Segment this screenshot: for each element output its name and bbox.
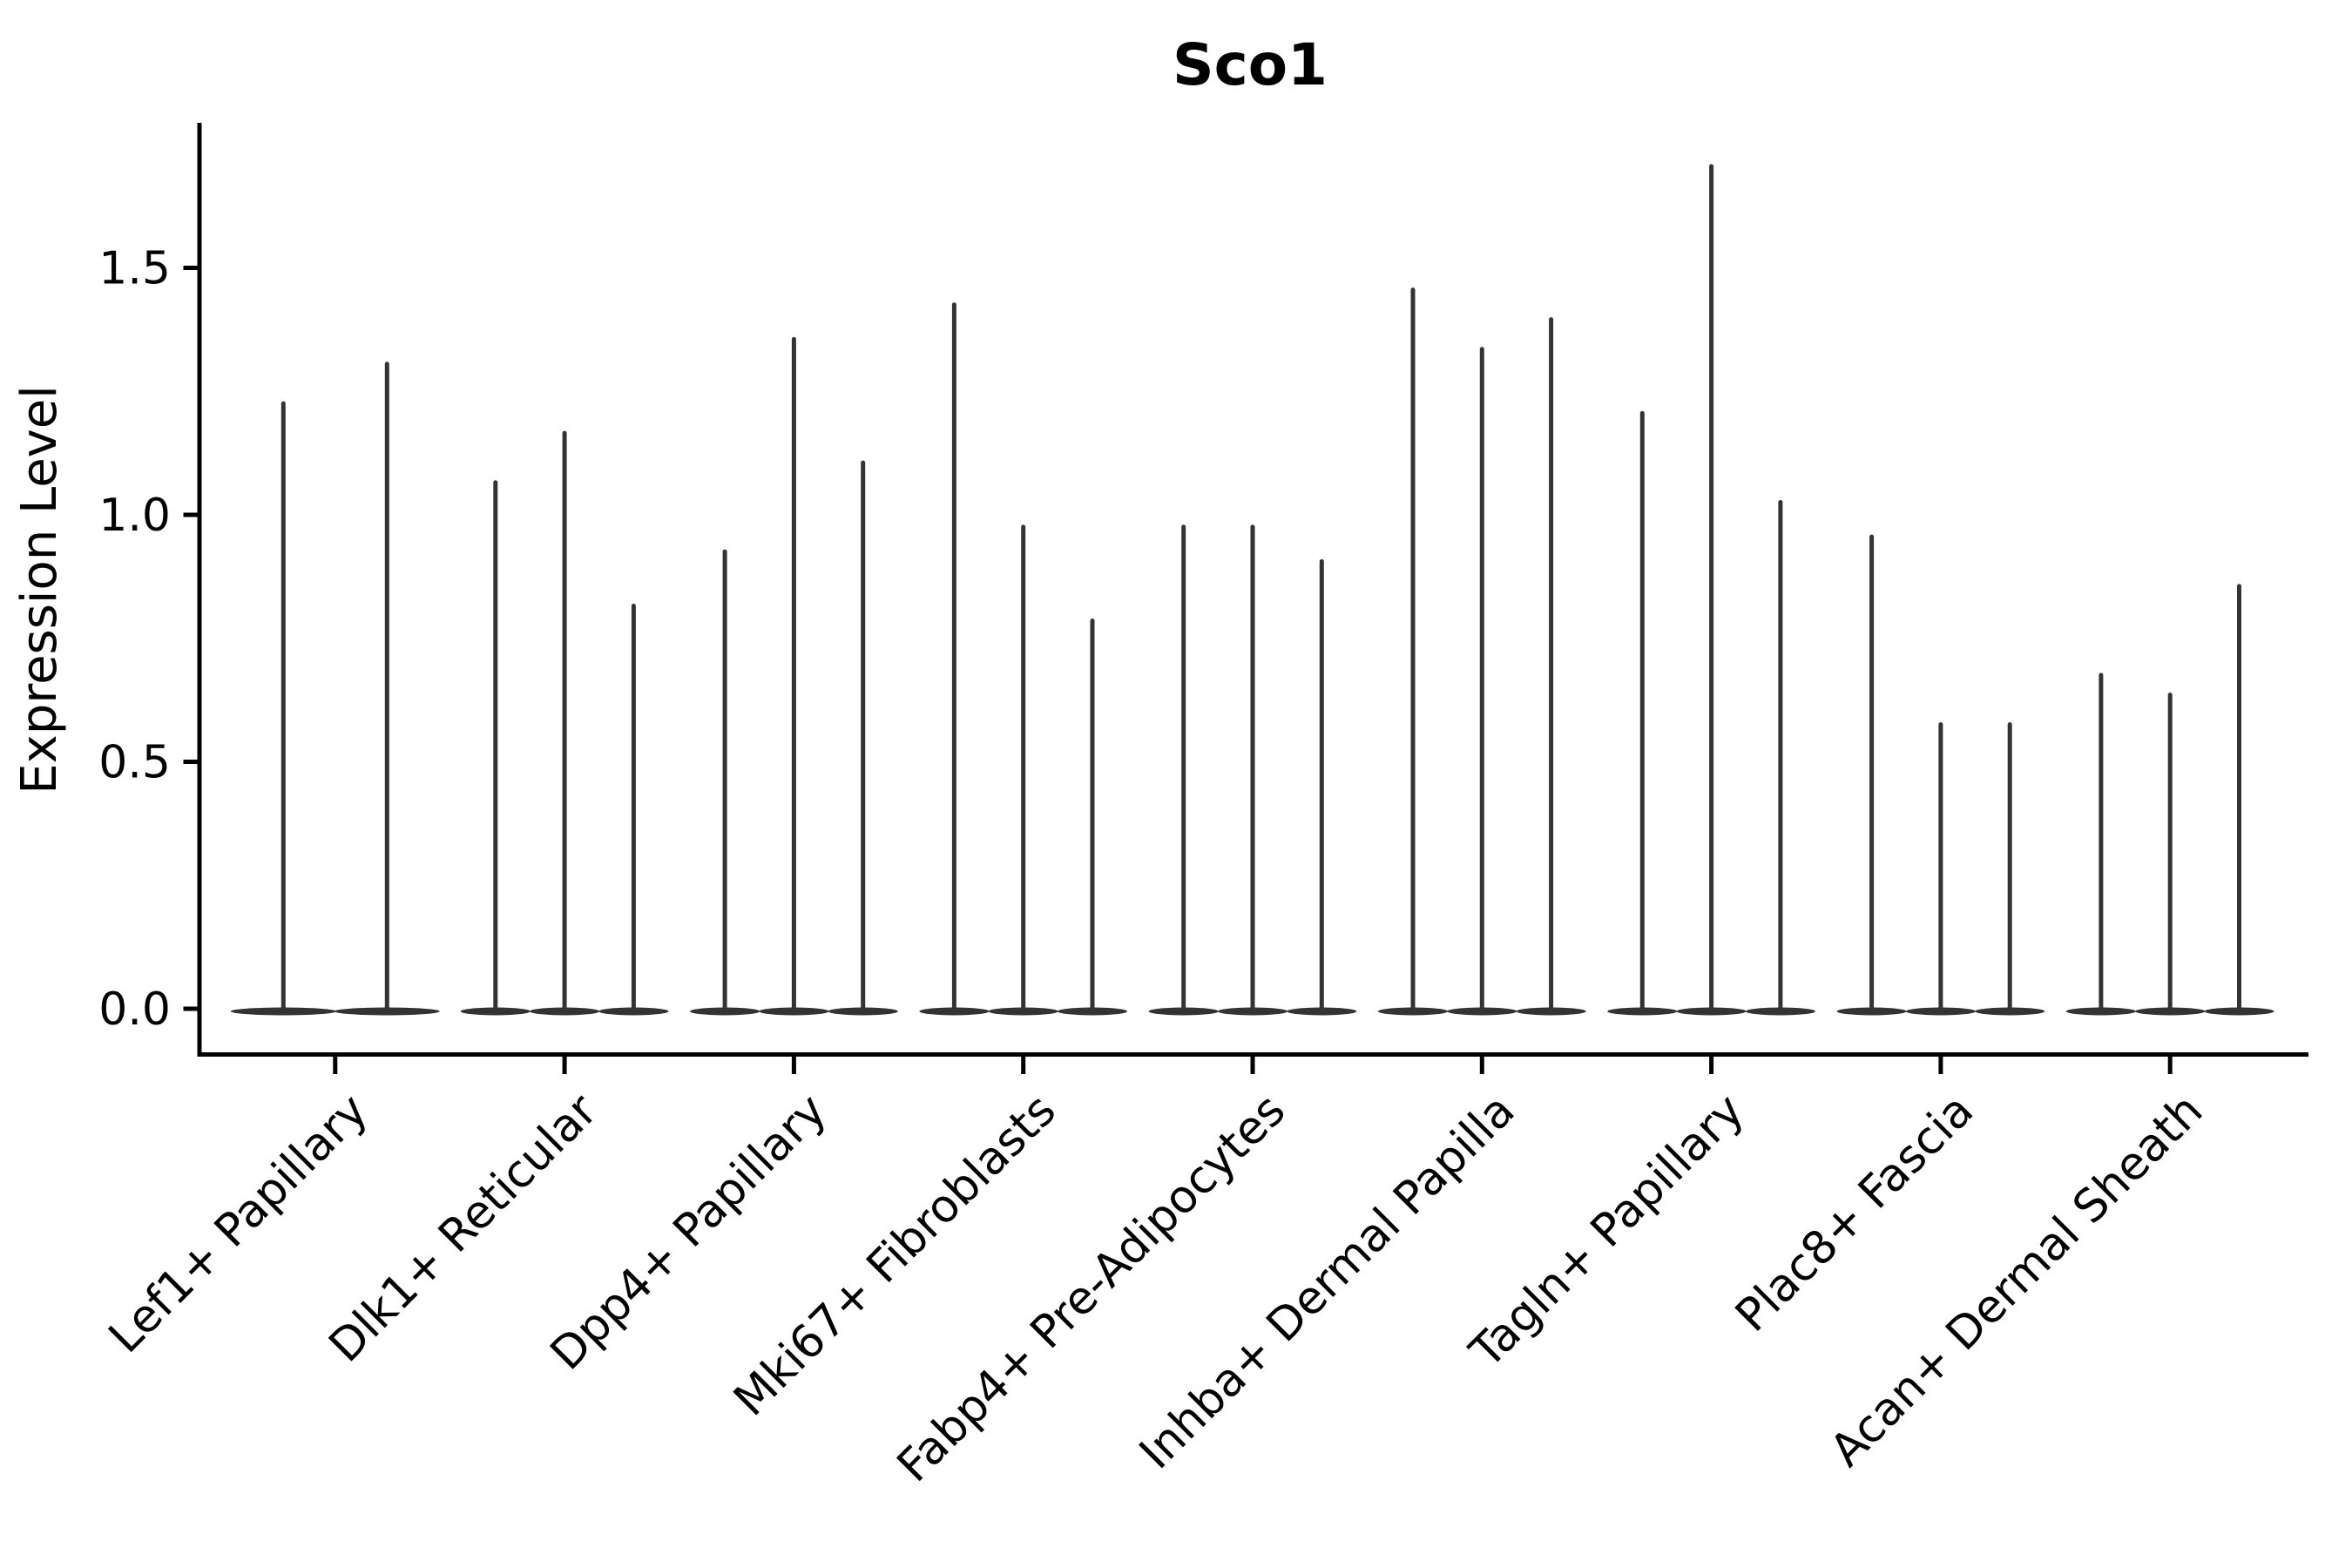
violin-base [460, 1007, 531, 1016]
violin-spike [1090, 618, 1095, 1013]
x-tick-mark [562, 1057, 567, 1074]
y-tick-mark [183, 266, 198, 270]
x-tick-mark [1479, 1057, 1484, 1074]
violin-base [690, 1007, 760, 1016]
axes-spines [197, 123, 2308, 1057]
violin-base [1607, 1007, 1678, 1016]
x-tick-mark [791, 1057, 796, 1074]
y-tick-label: 0.5 [98, 737, 171, 789]
violin-base [2065, 1007, 2136, 1016]
y-axis-spine [197, 123, 202, 1057]
violin-base [988, 1007, 1058, 1016]
violin-base [1676, 1007, 1747, 1016]
violin-base [1378, 1007, 1448, 1016]
violin-spike [791, 336, 796, 1013]
x-tick-label: Fabp4+ Pre-Adipocytes [888, 1085, 1295, 1492]
y-tick-mark [183, 1006, 198, 1011]
violin-spike [2099, 672, 2104, 1013]
x-tick-mark [1938, 1057, 1943, 1074]
x-tick-label: Plac8+ Fascia [1726, 1085, 1984, 1342]
violin-spike [384, 362, 389, 1014]
violin-base [230, 1007, 336, 1016]
violin-base [919, 1007, 990, 1016]
violin-base [1447, 1007, 1517, 1016]
x-tick-mark [1709, 1057, 1714, 1074]
violin-base [1516, 1007, 1586, 1016]
x-axis-spine [197, 1052, 2308, 1057]
violin-base [1058, 1007, 1127, 1016]
plot-title: Sco1 [1173, 31, 1328, 98]
violin-base [2204, 1007, 2274, 1016]
violin-spike [562, 430, 567, 1013]
y-tick-label: 1.5 [98, 243, 171, 295]
y-axis-ticks: 0.0 0.5 1.0 1.5 [98, 243, 198, 1036]
violin-base [1836, 1007, 1907, 1016]
violin-spike [1319, 559, 1324, 1013]
y-axis-label: Expression Level [11, 385, 68, 794]
violin-spike [1410, 287, 1416, 1013]
violin-base [1745, 1007, 1815, 1016]
violin-spike [493, 480, 498, 1013]
y-tick-label: 1.0 [98, 490, 171, 542]
violin-base [1148, 1007, 1219, 1016]
x-tick-mark [2167, 1057, 2173, 1074]
y-tick-label: 0.0 [98, 983, 171, 1036]
violin-spike [1549, 317, 1554, 1013]
violin-base [1218, 1007, 1288, 1016]
y-tick-mark [183, 512, 198, 517]
violins-layer [230, 164, 2274, 1016]
violin-base [1287, 1007, 1357, 1016]
violin-spike [2237, 584, 2241, 1013]
violin-spike [722, 549, 727, 1013]
x-tick-mark [1021, 1057, 1026, 1074]
violin-spike [1869, 534, 1875, 1013]
y-tick-mark [183, 760, 198, 764]
violin-base [2135, 1007, 2206, 1016]
x-tick-label: Acan+ Dermal Sheath [1821, 1085, 2213, 1477]
violin-base [1975, 1007, 2045, 1016]
x-tick-mark [333, 1057, 338, 1074]
violin-spike [280, 401, 286, 1014]
violin-spike [1938, 722, 1943, 1013]
violin-base [1905, 1007, 1976, 1016]
violin-spike [1639, 410, 1645, 1013]
violin-base [759, 1007, 829, 1016]
x-tick-label: Inhba+ Dermal Papilla [1130, 1085, 1524, 1479]
violin-base [530, 1007, 600, 1016]
violin-spike [1181, 524, 1186, 1013]
violin-spike [1250, 524, 1255, 1013]
violin-base [598, 1007, 669, 1016]
x-tick-mark [1250, 1057, 1255, 1074]
violin-spike [1778, 499, 1783, 1013]
violin-spike [951, 302, 956, 1013]
violin-spike [2007, 722, 2012, 1013]
violin-base [828, 1007, 898, 1016]
violin-spike [861, 460, 866, 1013]
violin-base [334, 1007, 440, 1016]
violin-spike [1021, 524, 1026, 1013]
violin-spike [1479, 347, 1484, 1014]
violin-spike [631, 604, 636, 1013]
violin-spike [1709, 164, 1714, 1013]
violin-spike [2167, 693, 2173, 1013]
